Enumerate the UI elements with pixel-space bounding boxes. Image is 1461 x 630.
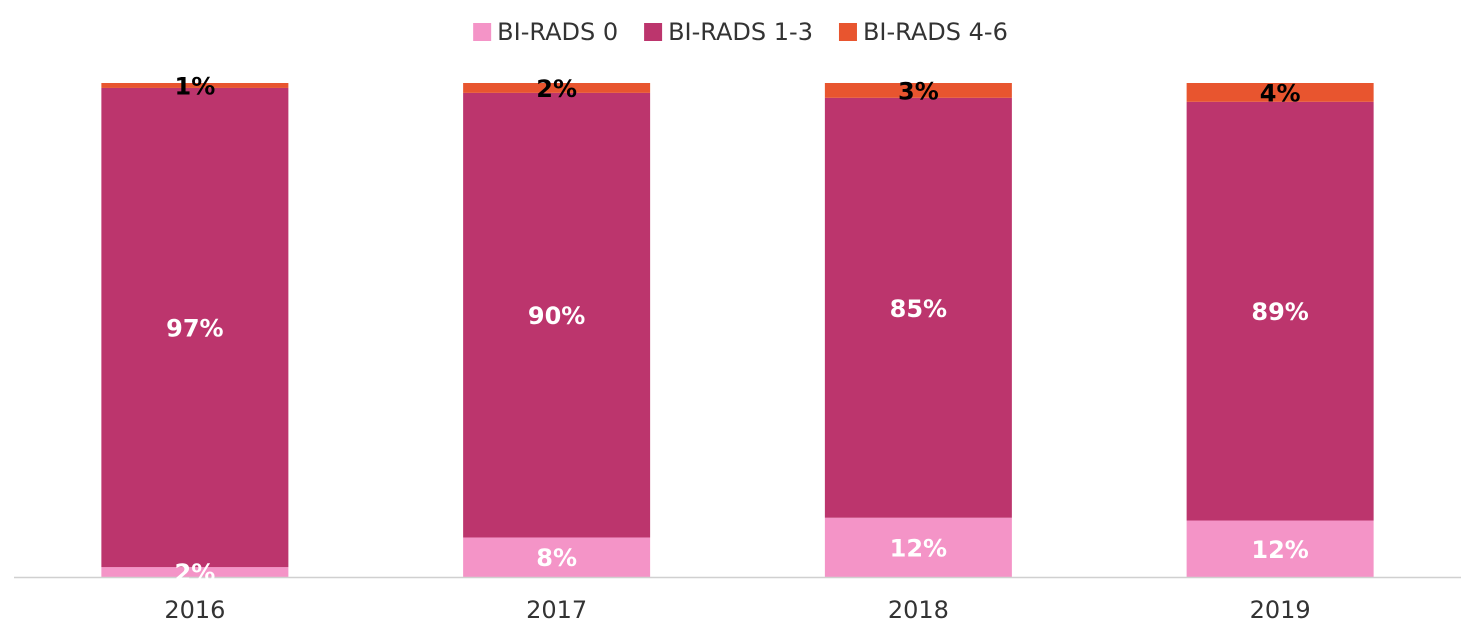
bar-segment: [1186, 83, 1374, 102]
data-label: 3%: [898, 77, 939, 105]
legend-label: BI-RADS 1-3: [668, 18, 813, 46]
data-label: 8%: [536, 544, 577, 572]
legend-swatch: [473, 23, 492, 41]
data-label: 90%: [528, 302, 585, 330]
x-tick-label: 2016: [164, 596, 225, 624]
data-label: 85%: [890, 295, 947, 323]
bar-segment: [463, 92, 651, 538]
bar-segment: [101, 83, 289, 88]
bar-segment: [1186, 101, 1374, 521]
data-label: 4%: [1260, 79, 1301, 107]
data-label: 12%: [890, 534, 947, 562]
x-tick-label: 2017: [526, 596, 587, 624]
data-label: 12%: [1251, 536, 1308, 564]
x-tick-label: 2019: [1250, 596, 1311, 624]
legend-swatch: [838, 23, 857, 41]
legend-label: BI-RADS 0: [497, 18, 618, 46]
data-label: 1%: [175, 72, 216, 100]
bar-segment: [824, 97, 1012, 518]
data-label: 2%: [175, 559, 216, 587]
plot: [101, 83, 1374, 577]
data-label: 97%: [166, 315, 223, 343]
legend-swatch: [644, 23, 663, 41]
bar-segment: [824, 517, 1012, 577]
bar-segment: [1186, 520, 1374, 577]
legend: BI-RADS 0 BI-RADS 1-3 BI-RADS 4-6: [473, 18, 1008, 46]
legend-label: BI-RADS 4-6: [863, 18, 1008, 46]
bar-segment: [463, 537, 651, 577]
x-tick-label: 2018: [888, 596, 949, 624]
data-label: 89%: [1251, 298, 1308, 326]
bar-segment: [824, 83, 1012, 98]
bar-segment: [101, 567, 289, 577]
bar-segment: [101, 87, 289, 568]
data-label: 2%: [536, 75, 577, 103]
bar-segment: [463, 83, 651, 93]
